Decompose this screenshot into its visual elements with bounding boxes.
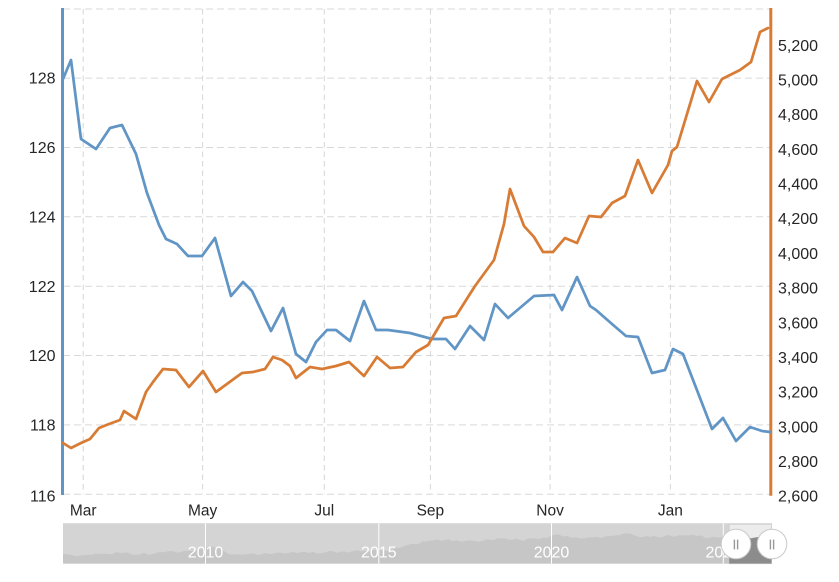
svg-text:5,000: 5,000	[778, 73, 818, 90]
svg-text:2020: 2020	[534, 545, 570, 562]
svg-text:122: 122	[29, 279, 56, 296]
svg-text:3,400: 3,400	[778, 350, 818, 367]
svg-text:126: 126	[29, 140, 56, 157]
svg-text:2015: 2015	[361, 545, 397, 562]
svg-text:Jan: Jan	[658, 503, 683, 520]
svg-text:124: 124	[29, 209, 56, 226]
svg-text:3,600: 3,600	[778, 315, 818, 332]
svg-text:3,200: 3,200	[778, 385, 818, 402]
svg-text:118: 118	[30, 418, 56, 435]
svg-text:3,000: 3,000	[778, 419, 818, 436]
svg-text:2010: 2010	[188, 545, 224, 562]
svg-text:4,200: 4,200	[778, 211, 818, 228]
svg-text:2,600: 2,600	[778, 489, 818, 506]
svg-text:116: 116	[30, 489, 56, 506]
svg-text:4,400: 4,400	[778, 177, 818, 194]
svg-text:2,800: 2,800	[778, 454, 818, 471]
svg-text:120: 120	[29, 348, 56, 365]
svg-text:Jul: Jul	[314, 503, 334, 520]
svg-text:May: May	[188, 503, 218, 520]
svg-text:Sep: Sep	[417, 503, 445, 520]
svg-text:Mar: Mar	[70, 503, 97, 520]
svg-text:4,000: 4,000	[778, 246, 818, 263]
svg-text:4,600: 4,600	[778, 142, 818, 159]
svg-text:Nov: Nov	[536, 503, 564, 520]
svg-text:5,200: 5,200	[778, 38, 818, 55]
svg-text:4,800: 4,800	[778, 107, 818, 124]
svg-text:3,800: 3,800	[778, 281, 818, 298]
svg-text:128: 128	[29, 71, 56, 88]
